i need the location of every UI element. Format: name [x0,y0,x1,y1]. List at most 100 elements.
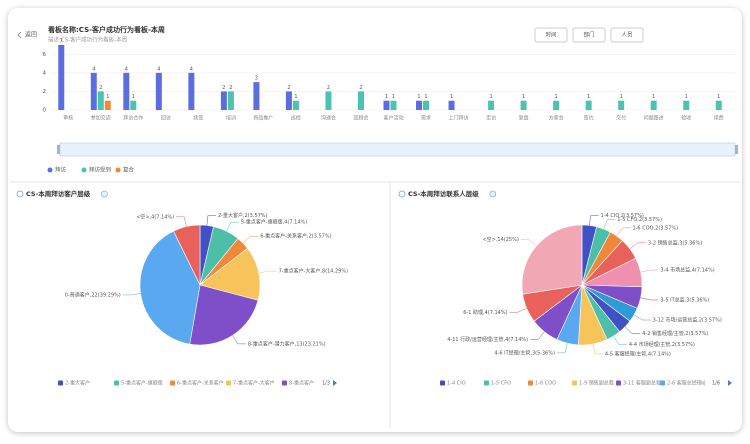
filter-button-label[interactable]: 人员 [621,32,633,39]
legend-swatch[interactable] [226,380,231,386]
pie-slice[interactable] [173,224,201,286]
pager-arrow[interactable] [728,380,732,386]
bar [155,72,162,110]
bar [618,100,625,110]
bar [285,91,292,110]
legend-label[interactable]: 8-重点客户 [289,380,314,387]
legend-swatch[interactable] [616,380,621,386]
zoom-slider[interactable] [59,142,736,157]
back-icon[interactable] [17,31,22,39]
label-leader [613,335,627,345]
legend-label[interactable]: 复合 [123,166,135,174]
filter-button-label[interactable]: 时间 [545,31,556,39]
bar [488,100,495,110]
slice-label: 5-重点客户-旗舰版,4(7.14%) [241,219,307,226]
x-tick-label: 巡检 [291,115,301,122]
x-tick-label: 复盘 [519,115,529,122]
legend-label[interactable]: 2-重大客户 [65,380,90,387]
legend-label[interactable]: 拜访 [55,166,67,174]
slice-label: 3-12 市场/运营总监,2(3.57%) [653,317,722,324]
legend-pager: 1/6 [712,381,720,387]
x-tick-label: 拜访合作 [123,115,143,122]
legend-swatch[interactable] [170,380,175,386]
bar [390,100,397,110]
bar-value-label: 1 [385,94,388,100]
pie-slice[interactable] [189,284,259,346]
bar-value-label: 2 [229,85,232,91]
legend-label[interactable]: 5-重点客户-旗舰版 [121,380,163,387]
bar [448,100,455,110]
filter-button[interactable] [572,27,606,43]
bar-value-label: 1 [555,94,558,100]
pie-slice[interactable] [139,230,201,345]
legend-label[interactable]: 6-重点客户-关系客户 [177,380,224,387]
bar [220,91,227,110]
bar [123,72,130,110]
bar [683,100,690,110]
legend-swatch[interactable] [47,167,53,173]
bar-value-label: 4 [92,66,95,72]
legend-label[interactable]: 7-重点客户-大客户 [233,380,275,387]
x-tick-label: 参加交流 [91,115,111,122]
panel-title: CS-本周拜访联系人层级 [408,189,479,198]
bar-value-label: 1 [450,94,453,100]
filter-button[interactable] [534,27,568,43]
legend-swatch[interactable] [282,380,287,386]
board-title: 看板名称:CS-客户成功行为看板-本周 [48,25,165,34]
legend-swatch[interactable] [528,380,533,386]
zoom-handle[interactable] [735,145,738,154]
slice-label: 3-5 IT总监,3(5.36%) [660,296,709,303]
bar [416,100,423,110]
pie-slice[interactable] [199,247,261,301]
legend-swatch[interactable] [81,167,87,173]
pager-arrow[interactable] [701,380,705,386]
legend-swatch[interactable] [114,380,119,386]
pie-slice[interactable] [521,224,583,295]
bar [292,100,299,110]
legend-swatch[interactable] [440,380,445,386]
x-tick-label: 续签 [193,115,203,122]
bar-value-label: 2 [99,85,102,91]
filter-button-label[interactable]: 部门 [583,31,594,39]
bar-value-label: 1 [717,94,720,100]
legend-swatch[interactable] [58,380,63,386]
legend-label[interactable]: 1-5 CFO [491,381,511,387]
pager-arrows[interactable] [333,380,732,386]
legend-label[interactable]: 2-6 客服总经理 [667,380,702,387]
bar [325,91,332,110]
x-tick-label: 续费 [714,115,724,122]
back-link[interactable]: 返回 [25,32,37,39]
legend-swatch[interactable] [484,380,489,386]
legend-label[interactable]: 拜访受到 [89,166,111,174]
legend-swatch[interactable] [115,167,121,173]
zoom-handle[interactable] [57,145,60,154]
bar [90,72,97,110]
legend-label[interactable]: 3-11 客服副总裁 [623,380,661,387]
legend-swatch[interactable] [572,380,577,386]
legend-label[interactable]: 1-9 销售副总裁 [579,380,614,387]
bar [650,100,657,110]
label-leader [592,343,603,355]
slice-label: 1-5 CFO,2(3.57%) [617,217,662,223]
slice-label: 4-4 市场经理/主管,2(3.57%) [629,341,695,348]
pager-arrow[interactable] [333,380,337,386]
bar [97,91,104,110]
bar-value-label: 2 [287,85,290,91]
legend-label[interactable]: 1-6 COO [535,381,556,387]
bar [130,100,137,110]
bar [104,100,111,110]
bar-value-label: 4 [125,66,128,72]
legend-swatch[interactable] [660,380,665,386]
filter-button[interactable] [610,27,644,43]
bar-value-label: 2 [327,85,330,91]
legend-label[interactable]: 1-4 CIO [447,381,466,387]
slice-label: 4-11 行政/运营经理/主管,4(7.14%) [447,336,528,343]
bar-value-label: 1 [294,94,297,100]
bar [383,100,390,110]
bar-value-label: 3 [255,76,258,82]
bar-value-label: 1 [424,94,427,100]
x-tick-label: 沟通会 [321,115,336,122]
bar-value-label: 2 [359,85,362,91]
slice-label: 4-5 客服经理/主管,4(7.14%) [605,350,671,357]
